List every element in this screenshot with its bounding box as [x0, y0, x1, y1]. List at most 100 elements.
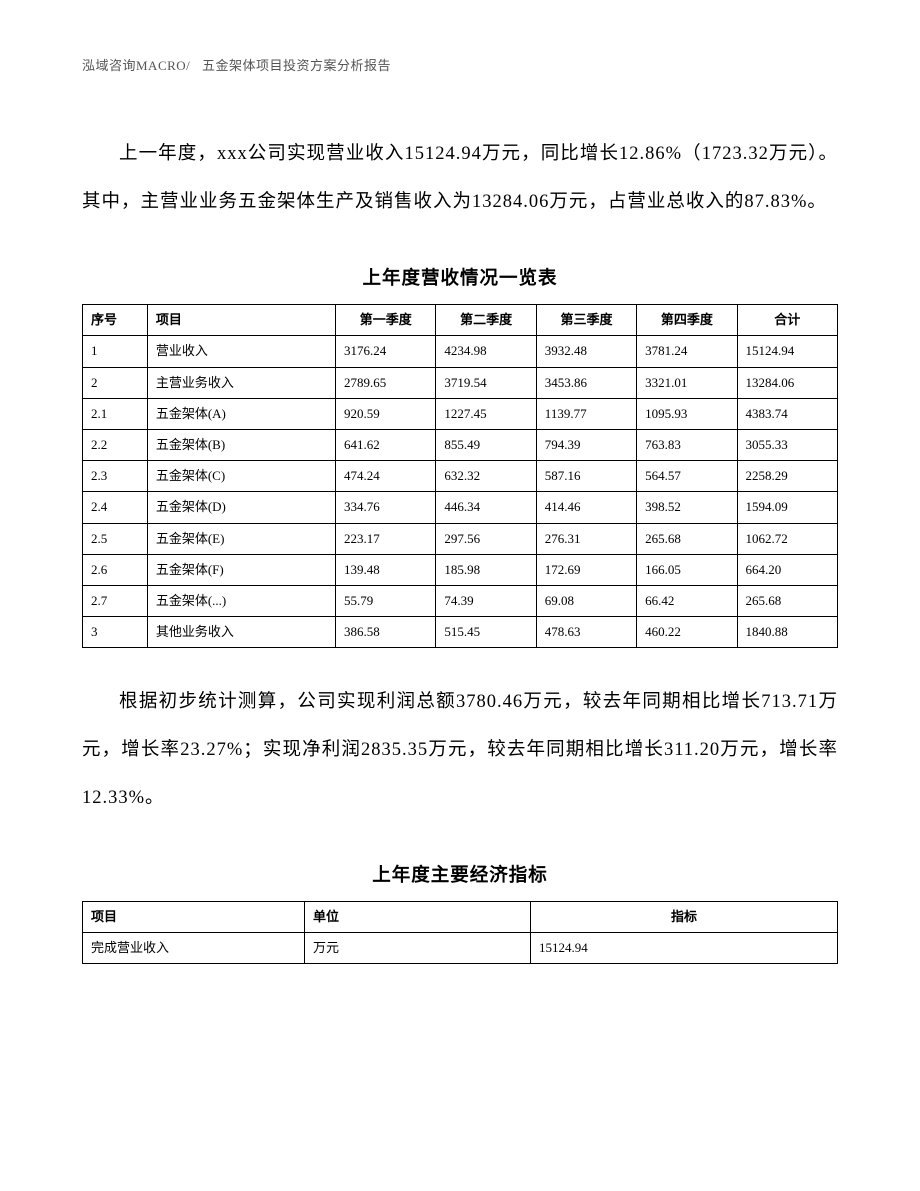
col-header-total: 合计 — [737, 305, 837, 336]
cell: 其他业务收入 — [147, 617, 335, 648]
table-row: 2.6五金架体(F)139.48185.98172.69166.05664.20 — [83, 554, 838, 585]
cell: 2 — [83, 367, 148, 398]
table-row: 2.5五金架体(E)223.17297.56276.31265.681062.7… — [83, 523, 838, 554]
table-header-row: 项目 单位 指标 — [83, 901, 838, 932]
cell: 五金架体(A) — [147, 398, 335, 429]
cell: 185.98 — [436, 554, 536, 585]
cell: 855.49 — [436, 429, 536, 460]
cell: 515.45 — [436, 617, 536, 648]
cell: 五金架体(D) — [147, 492, 335, 523]
cell: 15124.94 — [531, 932, 838, 963]
cell: 386.58 — [336, 617, 436, 648]
cell: 2.1 — [83, 398, 148, 429]
col-header-unit: 单位 — [305, 901, 531, 932]
cell: 460.22 — [637, 617, 737, 648]
table-row: 2.2五金架体(B)641.62855.49794.39763.833055.3… — [83, 429, 838, 460]
cell: 398.52 — [637, 492, 737, 523]
table-header-row: 序号 项目 第一季度 第二季度 第三季度 第四季度 合计 — [83, 305, 838, 336]
cell: 55.79 — [336, 585, 436, 616]
table-row: 2.7五金架体(...)55.7974.3969.0866.42265.68 — [83, 585, 838, 616]
cell: 1095.93 — [637, 398, 737, 429]
cell: 3453.86 — [536, 367, 636, 398]
revenue-table-body: 1营业收入3176.244234.983932.483781.2415124.9… — [83, 336, 838, 648]
cell: 1062.72 — [737, 523, 837, 554]
cell: 3321.01 — [637, 367, 737, 398]
econ-table: 项目 单位 指标 完成营业收入 万元 15124.94 — [82, 901, 838, 964]
cell: 五金架体(E) — [147, 523, 335, 554]
table-row: 2.1五金架体(A)920.591227.451139.771095.93438… — [83, 398, 838, 429]
cell: 3781.24 — [637, 336, 737, 367]
col-header-item: 项目 — [147, 305, 335, 336]
cell: 2789.65 — [336, 367, 436, 398]
cell: 276.31 — [536, 523, 636, 554]
cell: 4234.98 — [436, 336, 536, 367]
page-content: 上一年度，xxx公司实现营业收入15124.94万元，同比增长12.86%（17… — [82, 130, 838, 964]
cell: 2.2 — [83, 429, 148, 460]
econ-table-title: 上年度主要经济指标 — [82, 861, 838, 887]
col-header-q1: 第一季度 — [336, 305, 436, 336]
cell: 主营业务收入 — [147, 367, 335, 398]
cell: 营业收入 — [147, 336, 335, 367]
cell: 2.3 — [83, 461, 148, 492]
table-row: 1营业收入3176.244234.983932.483781.2415124.9… — [83, 336, 838, 367]
cell: 632.32 — [436, 461, 536, 492]
col-header-q2: 第二季度 — [436, 305, 536, 336]
paragraph-revenue-summary: 上一年度，xxx公司实现营业收入15124.94万元，同比增长12.86%（17… — [82, 130, 838, 226]
col-header-seq: 序号 — [83, 305, 148, 336]
table-row: 2.3五金架体(C)474.24632.32587.16564.572258.2… — [83, 461, 838, 492]
cell: 2.6 — [83, 554, 148, 585]
cell: 74.39 — [436, 585, 536, 616]
page-header: 泓域咨询MACRO/ 五金架体项目投资方案分析报告 — [82, 55, 391, 74]
cell: 2258.29 — [737, 461, 837, 492]
cell: 15124.94 — [737, 336, 837, 367]
cell: 139.48 — [336, 554, 436, 585]
cell: 3 — [83, 617, 148, 648]
cell: 69.08 — [536, 585, 636, 616]
cell: 1139.77 — [536, 398, 636, 429]
cell: 664.20 — [737, 554, 837, 585]
cell: 五金架体(...) — [147, 585, 335, 616]
cell: 474.24 — [336, 461, 436, 492]
cell: 587.16 — [536, 461, 636, 492]
header-doc-title: 五金架体项目投资方案分析报告 — [202, 58, 391, 73]
table-row: 3其他业务收入386.58515.45478.63460.221840.88 — [83, 617, 838, 648]
cell: 564.57 — [637, 461, 737, 492]
cell: 2.4 — [83, 492, 148, 523]
cell: 478.63 — [536, 617, 636, 648]
cell: 3055.33 — [737, 429, 837, 460]
revenue-table: 序号 项目 第一季度 第二季度 第三季度 第四季度 合计 1营业收入3176.2… — [82, 304, 838, 648]
paragraph-profit-summary: 根据初步统计测算，公司实现利润总额3780.46万元，较去年同期相比增长713.… — [82, 678, 838, 822]
cell: 446.34 — [436, 492, 536, 523]
col-header-metric: 指标 — [531, 901, 838, 932]
cell: 3932.48 — [536, 336, 636, 367]
cell: 1227.45 — [436, 398, 536, 429]
cell: 334.76 — [336, 492, 436, 523]
cell: 13284.06 — [737, 367, 837, 398]
cell: 920.59 — [336, 398, 436, 429]
col-header-project: 项目 — [83, 901, 305, 932]
cell: 297.56 — [436, 523, 536, 554]
cell: 265.68 — [737, 585, 837, 616]
cell: 763.83 — [637, 429, 737, 460]
header-company: 泓域咨询MACRO/ — [82, 58, 190, 73]
cell: 完成营业收入 — [83, 932, 305, 963]
cell: 1840.88 — [737, 617, 837, 648]
cell: 1594.09 — [737, 492, 837, 523]
cell: 3176.24 — [336, 336, 436, 367]
cell: 1 — [83, 336, 148, 367]
econ-table-body: 完成营业收入 万元 15124.94 — [83, 932, 838, 963]
cell: 223.17 — [336, 523, 436, 554]
col-header-q4: 第四季度 — [637, 305, 737, 336]
col-header-q3: 第三季度 — [536, 305, 636, 336]
cell: 641.62 — [336, 429, 436, 460]
cell: 166.05 — [637, 554, 737, 585]
cell: 2.7 — [83, 585, 148, 616]
cell: 794.39 — [536, 429, 636, 460]
cell: 3719.54 — [436, 367, 536, 398]
cell: 五金架体(F) — [147, 554, 335, 585]
cell: 66.42 — [637, 585, 737, 616]
cell: 265.68 — [637, 523, 737, 554]
table-row: 2.4五金架体(D)334.76446.34414.46398.521594.0… — [83, 492, 838, 523]
revenue-table-title: 上年度营收情况一览表 — [82, 264, 838, 290]
cell: 414.46 — [536, 492, 636, 523]
